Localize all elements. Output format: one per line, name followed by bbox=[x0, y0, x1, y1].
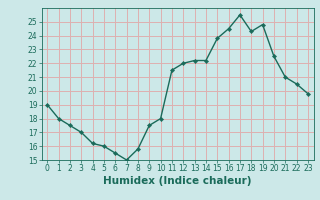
X-axis label: Humidex (Indice chaleur): Humidex (Indice chaleur) bbox=[103, 176, 252, 186]
